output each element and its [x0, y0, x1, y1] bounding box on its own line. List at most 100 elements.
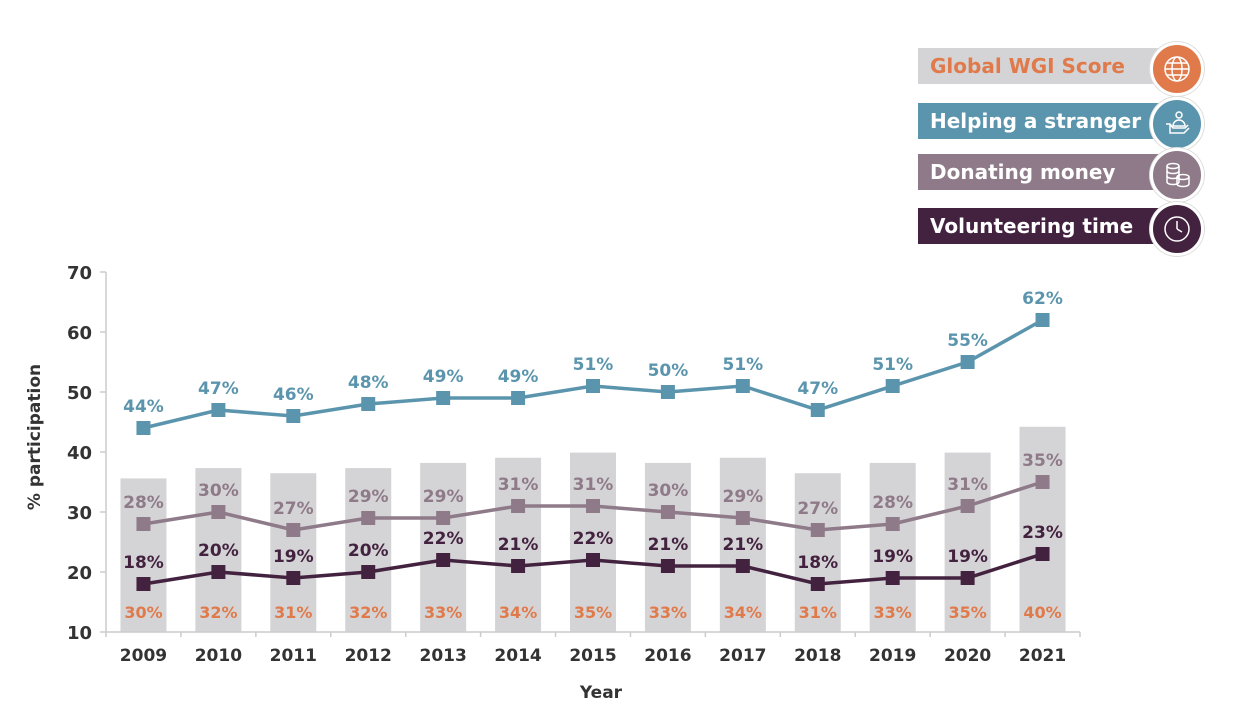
data-label-helping-a-stranger-2019: 51%: [872, 355, 913, 375]
marker-volunteering-time-2014: [511, 559, 526, 573]
marker-donating-money-2013: [436, 511, 451, 525]
marker-helping-a-stranger-2015: [586, 379, 600, 393]
y-tick-label-70: 70: [67, 263, 92, 284]
bar-wgi-2017: [719, 457, 766, 632]
coins-icon: [1150, 148, 1204, 202]
data-label-volunteering-time-2014: 21%: [498, 535, 539, 555]
x-tick-label-2017: 2017: [719, 646, 766, 666]
data-label-donating-money-2009: 28%: [123, 493, 164, 513]
marker-volunteering-time-2016: [660, 559, 675, 573]
data-label-helping-a-stranger-2016: 50%: [648, 361, 689, 381]
data-label-donating-money-2021: 35%: [1022, 451, 1063, 471]
marker-helping-a-stranger-2017: [735, 379, 750, 393]
legend-label-helping: Helping a stranger: [918, 103, 1163, 139]
data-label-volunteering-time-2019: 19%: [872, 547, 913, 567]
data-label-volunteering-time-2011: 19%: [273, 547, 314, 567]
x-tick-label-2019: 2019: [869, 646, 916, 666]
bar-label-wgi-2019: 33%: [874, 603, 912, 622]
marker-helping-a-stranger-2013: [436, 391, 451, 405]
data-label-donating-money-2010: 30%: [198, 481, 239, 501]
x-tick-label-2015: 2015: [569, 646, 616, 666]
bar-wgi-2011: [270, 473, 317, 632]
data-label-donating-money-2019: 28%: [872, 493, 913, 513]
x-tick-label-2013: 2013: [419, 646, 466, 666]
data-label-volunteering-time-2018: 18%: [797, 553, 838, 573]
marker-helping-a-stranger-2012: [361, 397, 376, 411]
data-label-helping-a-stranger-2018: 47%: [797, 379, 838, 399]
data-label-helping-a-stranger-2009: 44%: [123, 397, 164, 417]
bar-label-wgi-2018: 31%: [799, 603, 837, 622]
data-label-donating-money-2011: 27%: [273, 499, 314, 519]
clock-icon: [1150, 202, 1204, 256]
bar-label-wgi-2017: 34%: [724, 603, 762, 622]
bar-label-wgi-2016: 33%: [649, 603, 687, 622]
marker-donating-money-2021: [1035, 475, 1050, 489]
bar-label-wgi-2011: 31%: [274, 603, 312, 622]
data-label-donating-money-2016: 30%: [648, 481, 689, 501]
bar-wgi-2021: [1019, 426, 1066, 632]
bar-label-wgi-2021: 40%: [1023, 603, 1061, 622]
data-label-helping-a-stranger-2015: 51%: [573, 355, 614, 375]
marker-donating-money-2014: [511, 499, 526, 513]
x-tick-label-2012: 2012: [345, 646, 392, 666]
legend-label-volunteering: Volunteering time: [918, 208, 1163, 244]
data-label-volunteering-time-2010: 20%: [198, 541, 239, 561]
legend-item-donating: Donating money: [918, 148, 1204, 202]
x-tick-label-2009: 2009: [120, 646, 167, 666]
marker-helping-a-stranger-2018: [810, 403, 825, 417]
marker-donating-money-2011: [286, 523, 301, 537]
data-label-donating-money-2013: 29%: [423, 487, 464, 507]
bar-wgi-2015: [570, 452, 616, 632]
marker-helping-a-stranger-2014: [511, 391, 526, 405]
marker-donating-money-2016: [660, 505, 675, 519]
bar-label-wgi-2010: 32%: [199, 603, 237, 622]
legend-item-volunteering: Volunteering time: [918, 202, 1204, 256]
data-label-helping-a-stranger-2013: 49%: [423, 367, 464, 387]
marker-volunteering-time-2015: [586, 553, 600, 567]
bar-wgi-2014: [495, 457, 542, 632]
data-label-volunteering-time-2016: 21%: [648, 535, 689, 555]
marker-volunteering-time-2019: [885, 571, 900, 585]
marker-volunteering-time-2017: [735, 559, 750, 573]
marker-volunteering-time-2018: [810, 577, 825, 591]
bar-wgi-2019: [869, 462, 916, 632]
legend-item-helping: Helping a stranger: [918, 97, 1204, 151]
data-label-donating-money-2014: 31%: [498, 475, 539, 495]
marker-volunteering-time-2020: [960, 571, 975, 585]
marker-volunteering-time-2021: [1035, 547, 1050, 561]
data-label-volunteering-time-2012: 20%: [348, 541, 389, 561]
marker-volunteering-time-2012: [361, 565, 376, 579]
helping-hand-icon: [1150, 97, 1204, 151]
data-label-volunteering-time-2013: 22%: [423, 529, 464, 549]
bar-wgi-2012: [345, 468, 392, 632]
data-label-volunteering-time-2017: 21%: [722, 535, 763, 555]
legend-item-wgi: Global WGI Score: [918, 42, 1204, 96]
bar-label-wgi-2013: 33%: [424, 603, 462, 622]
bar-label-wgi-2015: 35%: [574, 603, 612, 622]
y-tick-label-30: 30: [67, 503, 92, 524]
data-label-helping-a-stranger-2010: 47%: [198, 379, 239, 399]
data-label-volunteering-time-2021: 23%: [1022, 523, 1063, 543]
marker-helping-a-stranger-2009: [136, 421, 151, 435]
y-tick-label-40: 40: [67, 443, 92, 464]
data-label-donating-money-2017: 29%: [722, 487, 763, 507]
bar-label-wgi-2020: 35%: [948, 603, 986, 622]
marker-donating-money-2017: [735, 511, 750, 525]
bar-wgi-2010: [195, 468, 242, 632]
bar-wgi-2018: [794, 473, 841, 632]
legend-label-wgi: Global WGI Score: [918, 48, 1163, 84]
marker-donating-money-2015: [586, 499, 600, 513]
data-label-volunteering-time-2015: 22%: [573, 529, 614, 549]
data-label-helping-a-stranger-2017: 51%: [722, 355, 763, 375]
x-tick-label-2020: 2020: [944, 646, 991, 666]
bar-wgi-2020: [944, 452, 991, 632]
marker-donating-money-2010: [211, 505, 226, 519]
data-label-volunteering-time-2020: 19%: [947, 547, 988, 567]
bar-label-wgi-2009: 30%: [124, 603, 162, 622]
marker-donating-money-2019: [885, 517, 900, 531]
x-tick-label-2014: 2014: [494, 646, 541, 666]
marker-helping-a-stranger-2010: [211, 403, 226, 417]
x-tick-label-2011: 2011: [270, 646, 317, 666]
data-label-donating-money-2012: 29%: [348, 487, 389, 507]
